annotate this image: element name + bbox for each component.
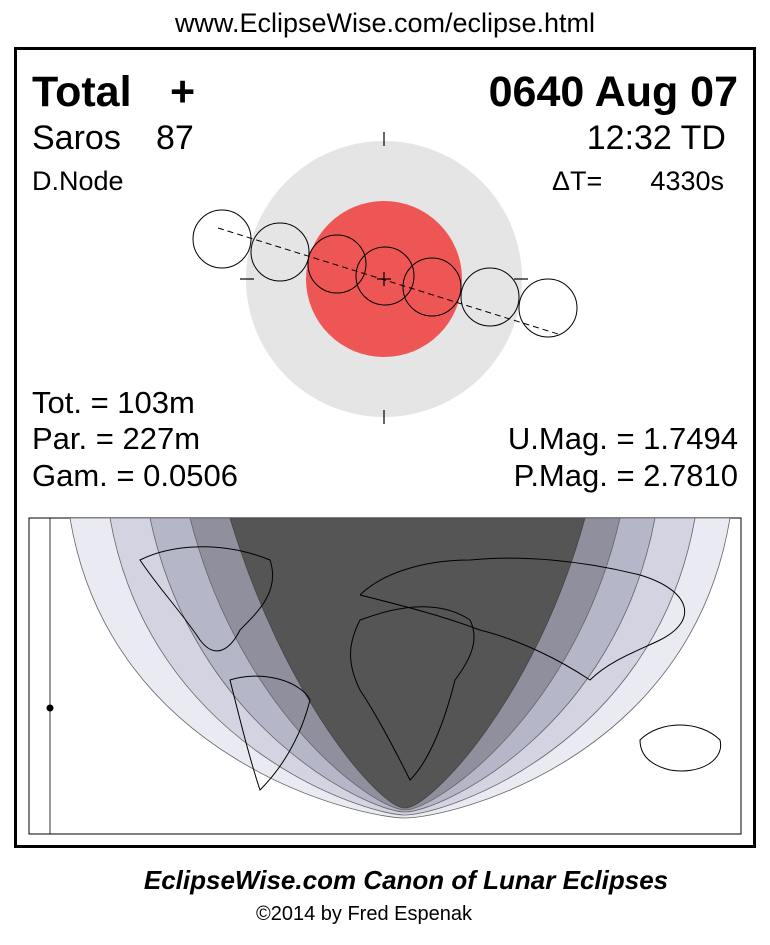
gamma: Gam. = 0.0506: [32, 458, 238, 493]
map-marker: [46, 704, 54, 712]
total-duration: Tot. = 103m: [32, 385, 195, 420]
saros-number: 87: [156, 119, 194, 157]
eclipse-type: Total: [32, 68, 132, 116]
partial-duration: Par. = 227m: [32, 421, 200, 456]
footer-credit: ©2014 by Fred Espenak: [256, 903, 473, 925]
penumbral-magnitude: P.Mag. = 2.7810: [514, 458, 738, 493]
umbral-magnitude: U.Mag. = 1.7494: [508, 421, 738, 456]
visibility-map: [28, 517, 742, 835]
axis-ticks: [240, 132, 528, 424]
saros-label: Saros: [32, 119, 121, 157]
eclipse-symbol: +: [170, 68, 195, 116]
delta-t-value: 4330s: [650, 166, 724, 196]
node: D.Node: [32, 166, 124, 196]
coastlines: [139, 546, 722, 791]
eclipse-time: 12:32 TD: [587, 119, 726, 157]
eclipse-date: 0640 Aug 07: [489, 68, 738, 116]
delta-t-label: ΔT=: [552, 166, 602, 196]
eclipse-diagram: [192, 132, 578, 424]
footer-title: EclipseWise.com Canon of Lunar Eclipses: [144, 865, 668, 895]
url: www.EclipseWise.com/eclipse.html: [174, 8, 595, 38]
moon-positions: [192, 209, 578, 338]
